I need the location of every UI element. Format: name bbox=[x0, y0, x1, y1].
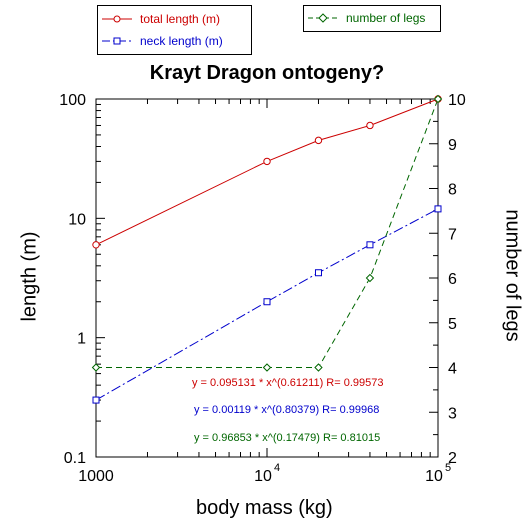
fit-equation-number-of-legs: y = 0.96853 * x^(0.17479) R= 0.81015 bbox=[194, 432, 381, 444]
y-left-tick-label: 100 bbox=[59, 92, 86, 109]
series-line-2 bbox=[96, 98, 439, 368]
fit-equation-total-length: y = 0.095131 * x^(0.61211) R= 0.99573 bbox=[192, 377, 384, 389]
y-right-tick-label: 5 bbox=[448, 316, 457, 333]
y-right-tick-label: 8 bbox=[448, 182, 457, 199]
y-right-axis-label: number of legs bbox=[501, 209, 523, 342]
data-point-1 bbox=[366, 241, 374, 249]
y-right-tick-label: 7 bbox=[448, 226, 457, 243]
x-tick-label-exponent: 4 bbox=[274, 462, 280, 474]
chart-title: Krayt Dragon ontogeny? bbox=[149, 62, 385, 84]
y-right-tick-label: 10 bbox=[448, 92, 466, 109]
legend-label-neck-length: neck length (m) bbox=[140, 34, 223, 48]
series-line-0 bbox=[95, 98, 439, 246]
data-point-0 bbox=[92, 241, 100, 249]
fit-equation-neck-length: y = 0.00119 * x^(0.80379) R= 0.99968 bbox=[194, 404, 380, 416]
data-point-2 bbox=[262, 363, 272, 372]
data-point-0 bbox=[314, 136, 323, 145]
y-left-tick-label: 0.1 bbox=[64, 450, 86, 467]
y-right-tick-label: 9 bbox=[448, 137, 457, 154]
data-point-0 bbox=[366, 121, 374, 130]
x-tick-label: 1000 bbox=[78, 468, 114, 485]
x-tick-label: 10 bbox=[425, 468, 443, 485]
y-left-tick-label: 1 bbox=[77, 331, 86, 348]
x-tick-label: 10 bbox=[254, 468, 272, 485]
data-point-2 bbox=[91, 363, 101, 372]
data-point-2 bbox=[433, 94, 443, 104]
x-axis-label: body mass (kg) bbox=[196, 497, 333, 519]
x-tick-label-exponent: 5 bbox=[445, 462, 451, 474]
legend-box-legs: number of legs bbox=[303, 5, 441, 32]
legend-box-lengths: total length (m) neck length (m) bbox=[97, 5, 252, 55]
legend-item-neck-length: neck length (m) bbox=[98, 32, 223, 50]
legend-swatch-total-length bbox=[102, 15, 132, 23]
legend-item-number-of-legs: number of legs bbox=[304, 9, 425, 27]
legend-swatch-neck-length bbox=[102, 37, 132, 45]
legend-label-number-of-legs: number of legs bbox=[346, 11, 426, 25]
y-right-tick-label: 4 bbox=[448, 361, 457, 378]
legend-item-total-length: total length (m) bbox=[98, 10, 220, 28]
data-point-1 bbox=[314, 269, 322, 277]
data-point-0 bbox=[263, 157, 271, 166]
y-right-tick-label: 2 bbox=[448, 450, 457, 467]
data-point-2 bbox=[314, 363, 323, 372]
y-left-tick-label: 10 bbox=[68, 211, 86, 228]
data-point-1 bbox=[434, 205, 442, 213]
y-right-tick-label: 3 bbox=[448, 405, 457, 422]
y-right-tick-label: 6 bbox=[448, 271, 457, 288]
y-left-axis-label: length (m) bbox=[18, 231, 41, 322]
data-point-1 bbox=[263, 298, 271, 306]
data-point-1 bbox=[92, 396, 100, 404]
data-point-2 bbox=[365, 273, 375, 283]
legend-label-total-length: total length (m) bbox=[140, 12, 221, 26]
legend-swatch-number-of-legs bbox=[308, 13, 338, 23]
